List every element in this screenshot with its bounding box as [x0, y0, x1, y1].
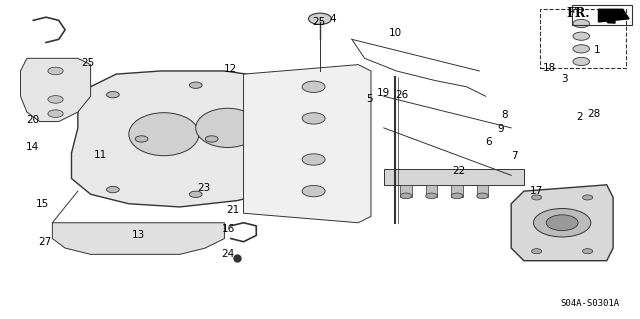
- Circle shape: [308, 13, 332, 25]
- Text: 6: 6: [486, 137, 492, 147]
- Circle shape: [48, 110, 63, 117]
- Circle shape: [106, 92, 119, 98]
- Text: 4: 4: [330, 14, 336, 24]
- Circle shape: [573, 57, 589, 66]
- Circle shape: [302, 185, 325, 197]
- Circle shape: [302, 113, 325, 124]
- Ellipse shape: [129, 113, 199, 156]
- Text: 28: 28: [588, 109, 600, 119]
- Text: 11: 11: [93, 150, 107, 160]
- Circle shape: [534, 209, 591, 237]
- Text: 3: 3: [561, 74, 568, 84]
- Text: 8: 8: [502, 110, 508, 120]
- Text: 5: 5: [365, 94, 372, 104]
- Text: 14: 14: [26, 142, 38, 152]
- Circle shape: [477, 193, 488, 199]
- Circle shape: [106, 186, 119, 193]
- Text: 25: 25: [81, 58, 94, 68]
- Circle shape: [573, 45, 589, 53]
- Text: S04A-S0301A: S04A-S0301A: [561, 299, 620, 308]
- Polygon shape: [598, 9, 629, 22]
- Bar: [400, 185, 412, 197]
- Circle shape: [205, 136, 218, 142]
- Text: 27: 27: [38, 237, 51, 247]
- PathPatch shape: [72, 71, 326, 207]
- Circle shape: [302, 81, 325, 93]
- Bar: [540, 9, 626, 68]
- Circle shape: [48, 96, 63, 103]
- PathPatch shape: [244, 65, 371, 223]
- Circle shape: [278, 174, 291, 180]
- Circle shape: [532, 249, 541, 254]
- Circle shape: [573, 32, 589, 40]
- Text: 13: 13: [132, 230, 145, 241]
- Circle shape: [278, 92, 291, 98]
- Circle shape: [532, 195, 541, 200]
- Text: 20: 20: [27, 115, 40, 125]
- Text: 7: 7: [511, 151, 518, 161]
- Circle shape: [582, 249, 593, 254]
- Text: 22: 22: [452, 166, 465, 175]
- Bar: [572, 5, 632, 25]
- Text: 16: 16: [222, 224, 236, 234]
- Circle shape: [302, 154, 325, 165]
- Text: 17: 17: [530, 186, 543, 196]
- Text: 9: 9: [497, 124, 504, 135]
- Text: 15: 15: [36, 199, 49, 209]
- Circle shape: [573, 19, 589, 28]
- Text: 23: 23: [197, 183, 211, 193]
- Circle shape: [546, 215, 578, 231]
- Text: 12: 12: [224, 64, 237, 74]
- Circle shape: [189, 82, 202, 88]
- Bar: [384, 169, 524, 185]
- Bar: [451, 185, 463, 197]
- PathPatch shape: [52, 223, 225, 254]
- Ellipse shape: [196, 108, 259, 147]
- Text: 18: 18: [543, 63, 556, 73]
- Bar: [477, 185, 488, 197]
- Text: 2: 2: [577, 112, 583, 122]
- Text: 24: 24: [221, 249, 234, 259]
- Circle shape: [48, 67, 63, 75]
- PathPatch shape: [20, 58, 91, 122]
- Text: 10: 10: [388, 28, 402, 38]
- Circle shape: [451, 193, 463, 199]
- Bar: [426, 185, 437, 197]
- Circle shape: [135, 136, 148, 142]
- Text: 25: 25: [312, 17, 325, 27]
- Text: 1: 1: [594, 45, 600, 56]
- Circle shape: [189, 191, 202, 197]
- Circle shape: [426, 193, 437, 199]
- Text: 26: 26: [395, 90, 408, 100]
- PathPatch shape: [511, 185, 613, 261]
- Text: 21: 21: [226, 205, 239, 215]
- Text: FR.: FR.: [566, 7, 590, 20]
- Circle shape: [400, 193, 412, 199]
- Text: 19: 19: [377, 88, 390, 98]
- Circle shape: [582, 195, 593, 200]
